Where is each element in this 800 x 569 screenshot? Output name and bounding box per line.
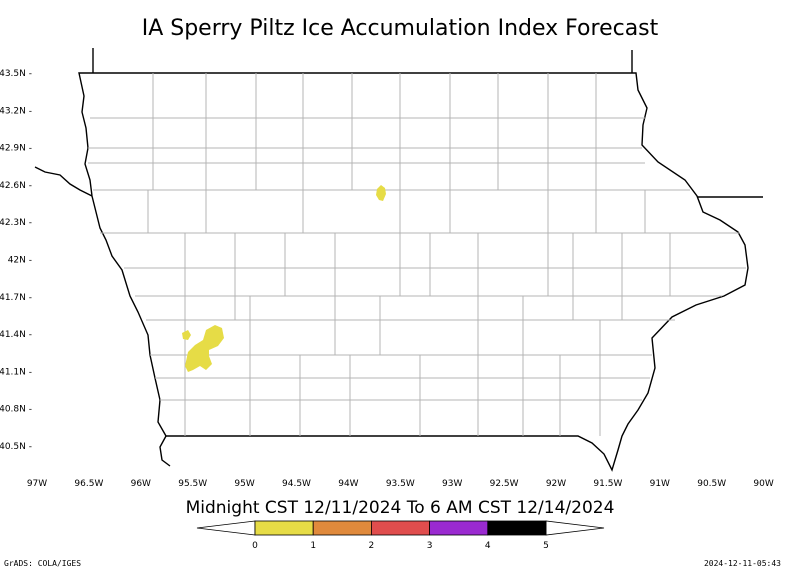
lon-tick-label: 91W [650,479,670,489]
legend-color-bin [370,520,430,536]
legend-tick-label: 0 [252,541,258,551]
lat-tick-label: 43.2N - [0,106,32,116]
legend-tick-label: 3 [427,541,433,551]
neighbor-state-borders [34,48,763,467]
legend-color-bin [254,520,314,536]
lat-tick-label: 42.6N - [0,181,32,191]
lon-tick-label: 93W [442,479,462,489]
legend-color-bin [312,520,372,536]
lon-tick-label: 95.5W [178,479,207,489]
lon-tick-label: 97W [27,479,47,489]
legend-right-arrow [545,520,605,536]
lon-tick-label: 92W [546,479,566,489]
color-legend: 0 1 2 3 4 5 [196,520,605,551]
ice-area-southwest [182,325,224,372]
lon-tick-label: 95W [234,479,254,489]
lon-tick-label: 91.5W [593,479,622,489]
legend-labels: 0 1 2 3 4 5 [252,541,549,551]
map-title: IA Sperry Piltz Ice Accumulation Index F… [142,16,659,41]
lat-tick-label: 42.9N - [0,144,32,154]
legend-left-arrow [196,520,256,536]
footer-timestamp: 2024-12-11-05:43 [704,559,781,568]
lat-tick-label: 43.5N - [0,69,32,79]
lon-tick-label: 93.5W [386,479,415,489]
lon-tick-label: 92.5W [490,479,519,489]
lon-tick-label: 90W [753,479,773,489]
legend-tick-label: 5 [543,541,549,551]
lon-tick-label: 96W [131,479,151,489]
legend-color-bin [487,520,547,536]
ice-accumulation-areas [182,185,386,372]
legend-tick-label: 1 [310,541,316,551]
lat-tick-label: 40.8N - [0,405,32,415]
lat-tick-label: 41.1N - [0,367,32,377]
lat-tick-label: 40.5N - [0,442,32,452]
legend-tick-label: 4 [485,541,491,551]
time-range-subtitle: Midnight CST 12/11/2024 To 6 AM CST 12/1… [186,498,615,518]
iowa-state-outline [78,72,749,472]
lon-tick-label: 94.5W [282,479,311,489]
lon-tick-label: 96.5W [74,479,103,489]
ice-area-north-central [376,185,386,201]
lat-tick-label: 41.7N - [0,293,32,303]
legend-color-bin [429,520,489,536]
county-lines [88,73,746,436]
lat-tick-label: 42.3N - [0,218,32,228]
lon-tick-label: 94W [338,479,358,489]
lat-tick-label: 41.4N - [0,330,32,340]
longitude-tick-labels: 97W 96.5W 96W 95.5W 95W 94.5W 94W 93.5W 93W 92.5W… [27,479,774,489]
footer-source: GrADS: COLA/IGES [4,559,81,568]
lon-tick-label: 90.5W [697,479,726,489]
latitude-tick-labels: 43.5N - 43.2N - 42.9N - 42.6N - 42.3N - 42N -… [0,69,32,452]
legend-tick-label: 2 [369,541,375,551]
legend-color-bins [254,520,547,536]
lat-tick-label: 42N - [8,256,32,266]
